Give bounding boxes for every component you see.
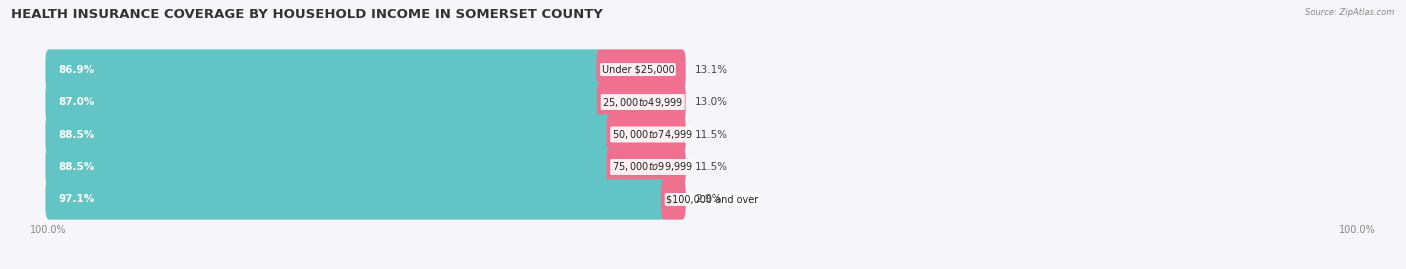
FancyBboxPatch shape [598, 82, 686, 122]
FancyBboxPatch shape [45, 147, 686, 187]
FancyBboxPatch shape [661, 179, 686, 220]
Text: 88.5%: 88.5% [59, 129, 96, 140]
Text: 86.9%: 86.9% [59, 65, 96, 75]
FancyBboxPatch shape [45, 82, 686, 122]
FancyBboxPatch shape [45, 49, 603, 90]
Text: Under $25,000: Under $25,000 [602, 65, 675, 75]
Text: 2.9%: 2.9% [695, 194, 721, 204]
FancyBboxPatch shape [596, 49, 686, 90]
Text: 11.5%: 11.5% [695, 129, 728, 140]
Text: $50,000 to $74,999: $50,000 to $74,999 [612, 128, 693, 141]
Text: $25,000 to $49,999: $25,000 to $49,999 [602, 95, 683, 108]
Text: 13.1%: 13.1% [695, 65, 728, 75]
FancyBboxPatch shape [45, 114, 613, 155]
Text: 88.5%: 88.5% [59, 162, 96, 172]
FancyBboxPatch shape [45, 147, 613, 187]
Text: 13.0%: 13.0% [695, 97, 728, 107]
Text: Source: ZipAtlas.com: Source: ZipAtlas.com [1305, 8, 1395, 17]
Text: 87.0%: 87.0% [59, 97, 96, 107]
FancyBboxPatch shape [45, 82, 603, 122]
Text: $75,000 to $99,999: $75,000 to $99,999 [612, 161, 693, 174]
Text: HEALTH INSURANCE COVERAGE BY HOUSEHOLD INCOME IN SOMERSET COUNTY: HEALTH INSURANCE COVERAGE BY HOUSEHOLD I… [11, 8, 603, 21]
FancyBboxPatch shape [45, 179, 686, 220]
FancyBboxPatch shape [45, 179, 668, 220]
Text: 97.1%: 97.1% [59, 194, 96, 204]
FancyBboxPatch shape [606, 114, 686, 155]
FancyBboxPatch shape [45, 49, 686, 90]
FancyBboxPatch shape [606, 147, 686, 187]
FancyBboxPatch shape [45, 114, 686, 155]
Text: $100,000 and over: $100,000 and over [666, 194, 758, 204]
Text: 11.5%: 11.5% [695, 162, 728, 172]
